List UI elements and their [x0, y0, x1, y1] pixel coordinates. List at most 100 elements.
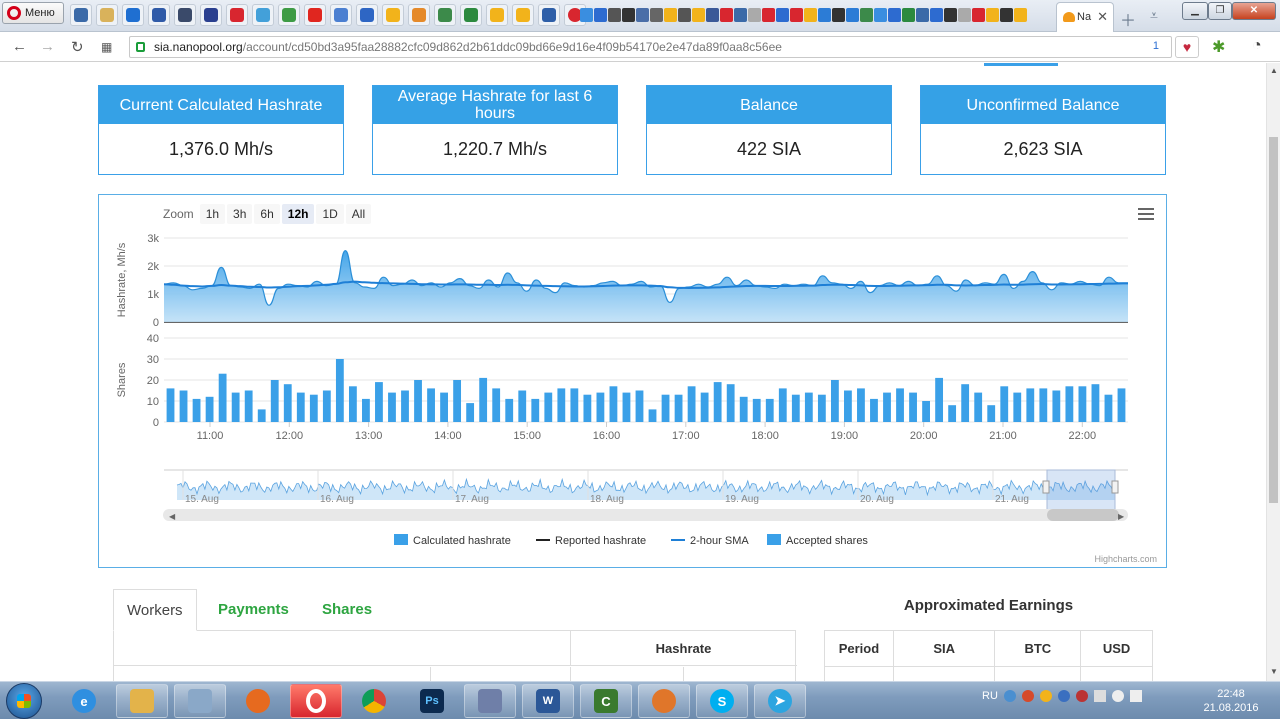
pinned-tab-15[interactable] [434, 4, 456, 26]
accepted-shares-bar [961, 384, 970, 422]
x-tick-label: 12:00 [276, 430, 304, 442]
page-scrollbar[interactable]: ▲ ▼ [1266, 63, 1280, 681]
zoom-button-6h[interactable]: 6h [254, 204, 280, 224]
url-host: sia.nanopool.org [154, 40, 243, 54]
taskbar-word[interactable]: W [522, 684, 574, 718]
system-clock[interactable]: 22:48 21.08.2016 [1196, 687, 1266, 715]
opera-logo-icon [7, 6, 21, 20]
pinned-tab-5[interactable] [174, 4, 196, 26]
accepted-shares-bar [674, 394, 683, 422]
taskbar-firefox[interactable] [232, 684, 284, 718]
y-tick-label: 20 [147, 375, 159, 387]
pinned-tab-14[interactable] [408, 4, 430, 26]
tab-favicon-icon [464, 8, 478, 22]
new-tab-icon[interactable]: ＋ [1120, 13, 1137, 30]
pinned-tab-12[interactable] [356, 4, 378, 26]
taskbar-ie[interactable]: e [58, 684, 110, 718]
taskbar-app[interactable] [464, 684, 516, 718]
back-icon[interactable]: ← [12, 38, 27, 55]
volume-icon[interactable] [1111, 690, 1124, 702]
vpn-icon[interactable]: ◔ [1252, 37, 1262, 54]
tab-payments[interactable]: Payments [218, 601, 289, 618]
start-button[interactable] [6, 683, 42, 719]
taskbar-telegram[interactable]: ➤ [754, 684, 806, 718]
tab-favicon-icon [386, 8, 400, 22]
zoom-button-3h[interactable]: 3h [227, 204, 253, 224]
accepted-shares-bar [896, 388, 904, 422]
chart-menu-icon[interactable] [1138, 208, 1154, 220]
taskbar-app[interactable] [638, 684, 690, 718]
tray-icon[interactable] [1003, 690, 1016, 702]
chart-credits[interactable]: Highcharts.com [1094, 554, 1157, 564]
pinned-tabs [70, 4, 586, 26]
pinned-tab-16[interactable] [460, 4, 482, 26]
url-input[interactable]: sia.nanopool.org/account/cd50bd3a95faa28… [129, 36, 1172, 58]
bluetooth-icon[interactable] [1057, 690, 1070, 702]
pinned-tab-2[interactable] [96, 4, 118, 26]
language-indicator[interactable]: RU [982, 690, 998, 702]
tab-favicon-icon [230, 8, 244, 22]
taskbar-app[interactable] [174, 684, 226, 718]
maximize-button[interactable]: ❐ [1208, 2, 1232, 20]
scroll-up-icon[interactable]: ▲ [1270, 66, 1278, 75]
pinned-tab-13[interactable] [382, 4, 404, 26]
extension-icon[interactable]: ✱ [1212, 39, 1226, 56]
pinned-tab-18[interactable] [512, 4, 534, 26]
x-tick-label: 16:00 [593, 430, 621, 442]
taskbar-camtasia[interactable]: C [580, 684, 632, 718]
tab-menu-icon[interactable]: ⩡ [1150, 7, 1158, 23]
accepted-shares-bar [1026, 388, 1035, 422]
navigator-tick-label: 20. Aug [860, 494, 894, 505]
taskbar-chrome[interactable] [348, 684, 400, 718]
pinned-tab-7[interactable] [226, 4, 248, 26]
y-tick-label: 3k [147, 233, 159, 245]
tray-icon[interactable] [1075, 690, 1088, 702]
pinned-tab-17[interactable] [486, 4, 508, 26]
zoom-button-1d[interactable]: 1D [316, 204, 344, 224]
page-content: Current Calculated Hashrate 1,376.0 Mh/s… [0, 63, 1266, 681]
speed-dial-icon[interactable]: ▦ [101, 40, 113, 54]
pinned-tab-4[interactable] [148, 4, 170, 26]
tab-favicon-icon [74, 8, 88, 22]
accepted-shares-bar [414, 380, 422, 422]
minimize-button[interactable]: ▁ [1182, 2, 1208, 20]
tab-shares[interactable]: Shares [322, 601, 373, 618]
accepted-shares-bar [335, 359, 344, 422]
pinned-tab-1[interactable] [70, 4, 92, 26]
pinned-tab-11[interactable] [330, 4, 352, 26]
zoom-button-1h[interactable]: 1h [199, 204, 226, 224]
reload-icon[interactable]: ↻ [71, 39, 84, 56]
scroll-down-icon[interactable]: ▼ [1270, 667, 1278, 676]
navigator-handle-left [1042, 480, 1050, 494]
navigator-handle-right [1111, 480, 1119, 494]
accepted-shares-bar [375, 382, 383, 422]
forward-icon[interactable]: → [40, 38, 55, 55]
active-tab[interactable]: Na ✕ [1056, 2, 1114, 32]
opera-menu-button[interactable]: Меню [2, 2, 64, 24]
tray-icon[interactable] [1039, 690, 1052, 702]
tab-favicon-icon [204, 8, 218, 22]
zoom-button-all[interactable]: All [345, 204, 372, 224]
pinned-tab-8[interactable] [252, 4, 274, 26]
tab-workers[interactable]: Workers [113, 589, 197, 631]
navigator-scrollbar-track [163, 509, 1128, 521]
bookmark-heart-icon[interactable]: ♥ [1175, 36, 1199, 58]
tray-icon[interactable] [1021, 690, 1034, 702]
close-tab-icon[interactable]: ✕ [1097, 9, 1108, 24]
scroll-thumb[interactable] [1269, 137, 1278, 503]
network-icon[interactable] [1093, 690, 1106, 702]
pinned-tab-6[interactable] [200, 4, 222, 26]
taskbar-skype[interactable]: S [696, 684, 748, 718]
taskbar-photoshop[interactable]: Ps [406, 684, 458, 718]
pinned-tab-10[interactable] [304, 4, 326, 26]
tab-favicon-icon [516, 8, 530, 22]
taskbar-explorer[interactable] [116, 684, 168, 718]
close-window-button[interactable]: ✕ [1232, 2, 1276, 20]
pinned-tab-3[interactable] [122, 4, 144, 26]
taskbar-opera[interactable] [290, 684, 342, 718]
pinned-tab-19[interactable] [538, 4, 560, 26]
adblock-badge[interactable]: 1 [1152, 40, 1159, 52]
flag-icon[interactable] [1129, 690, 1142, 702]
zoom-button-12h[interactable]: 12h [281, 204, 315, 224]
pinned-tab-9[interactable] [278, 4, 300, 26]
